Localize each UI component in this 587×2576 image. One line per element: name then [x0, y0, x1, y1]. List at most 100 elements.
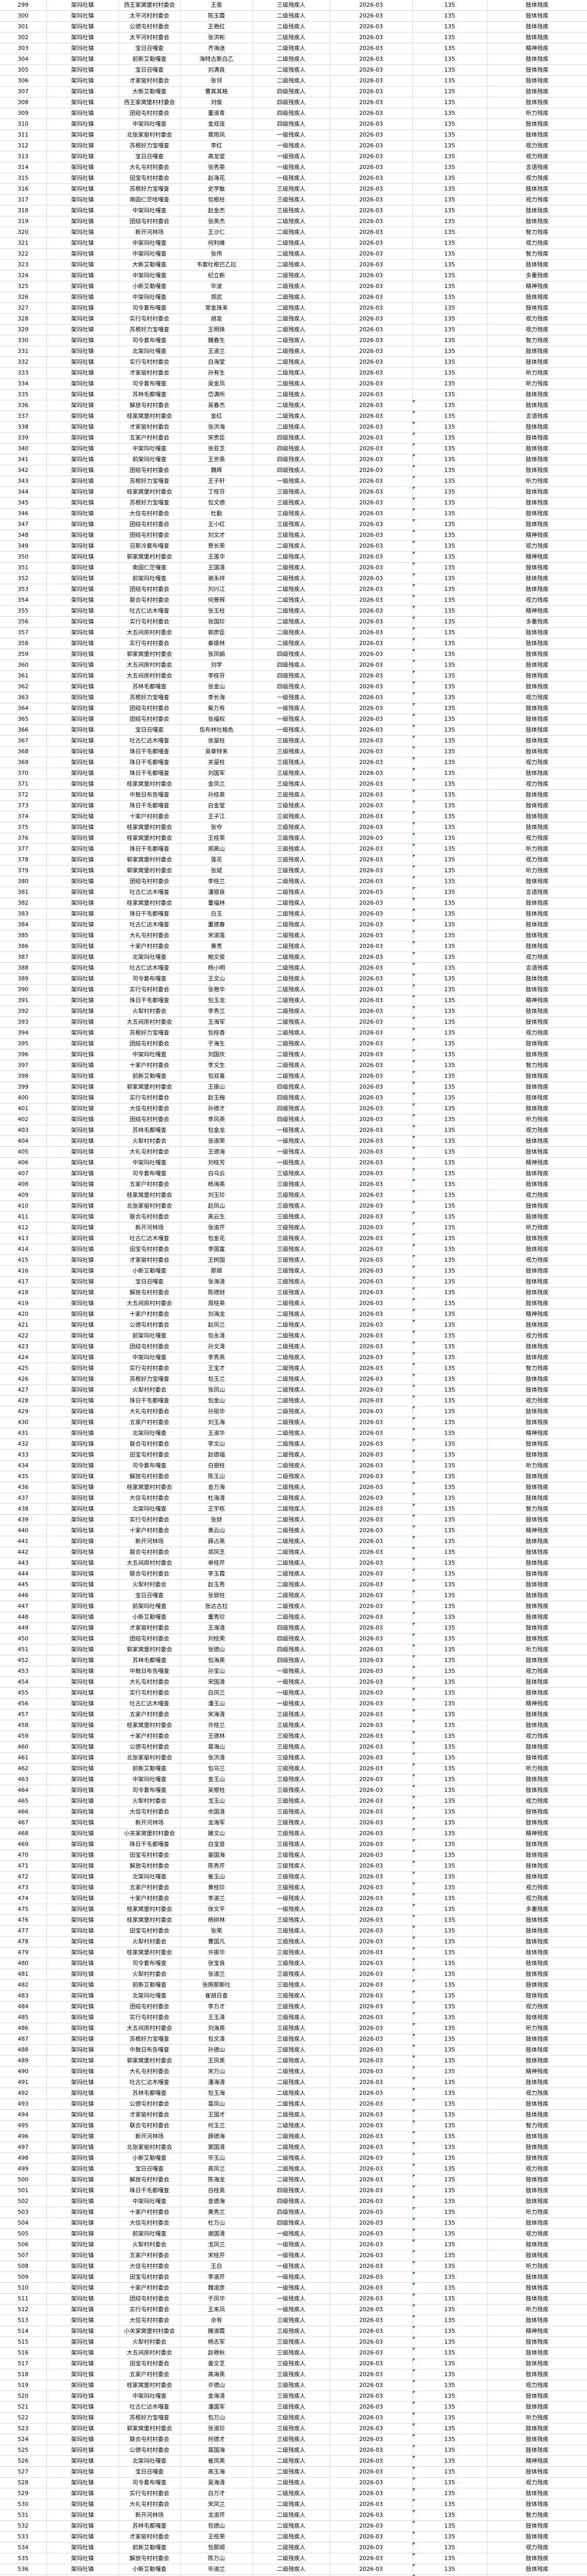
disability-type-cell[interactable]: 视力残疾: [487, 540, 587, 552]
issue-month-cell[interactable]: 2026-03: [330, 1936, 413, 1947]
township-cell[interactable]: 架玛吐镇: [46, 1222, 119, 1233]
table-row[interactable]: 423 架玛吐镇 团结屯村村委会 孙文清 二级残疾人 2026-03 135 肢体残疾: [0, 1341, 587, 1352]
issue-month-cell[interactable]: 2026-03: [330, 2553, 413, 2564]
person-name-cell[interactable]: 张洪彬: [180, 32, 253, 43]
row-index-cell[interactable]: 444: [0, 1568, 47, 1580]
table-row[interactable]: 465 架玛吐镇 火犁村村委会 戈玉山 三级残疾人 2026-03 135 视力残疾: [0, 1795, 587, 1807]
disability-level-cell[interactable]: 三级残疾人: [253, 1233, 330, 1244]
disability-type-cell[interactable]: 视力残疾: [487, 1330, 587, 1342]
village-committee-cell[interactable]: 吐古仁达木嘎查: [119, 962, 181, 974]
disability-level-cell[interactable]: 一级残疾人: [253, 1157, 330, 1168]
township-cell[interactable]: 架玛吐镇: [46, 1471, 119, 1482]
person-name-cell[interactable]: 王沙仁: [180, 227, 253, 238]
township-cell[interactable]: 架玛吐镇: [46, 1384, 119, 1396]
amount-cell[interactable]: 135: [412, 1817, 488, 1828]
township-cell[interactable]: 架玛吐镇: [46, 778, 119, 790]
amount-cell[interactable]: 135: [412, 2434, 488, 2445]
disability-type-cell[interactable]: 视力残疾: [487, 313, 587, 325]
issue-month-cell[interactable]: 2026-03: [330, 2033, 413, 2045]
township-cell[interactable]: 架玛吐镇: [46, 1666, 119, 1677]
township-cell[interactable]: 架玛吐镇: [46, 735, 119, 747]
disability-type-cell[interactable]: 精神残疾: [487, 281, 587, 292]
township-cell[interactable]: 架玛吐镇: [46, 2499, 119, 2510]
person-name-cell[interactable]: 张达古拉: [180, 1601, 253, 1612]
village-committee-cell[interactable]: 火犁村村委会: [119, 2336, 181, 2348]
village-committee-cell[interactable]: 司令套布嘎查: [119, 302, 181, 314]
table-row[interactable]: 385 架玛吐镇 大礼屯村村委会 宋淑莲 二级残疾人 2026-03 135 肢体残疾: [0, 930, 587, 941]
disability-type-cell[interactable]: 肢体残疾: [487, 519, 587, 530]
amount-cell[interactable]: 135: [412, 1027, 488, 1039]
person-name-cell[interactable]: 鲍文俊: [180, 952, 253, 963]
disability-level-cell[interactable]: 三级残疾人: [253, 1190, 330, 1201]
village-committee-cell[interactable]: 中架玛吐嘎查: [119, 1774, 181, 1785]
disability-level-cell[interactable]: 二级残疾人: [253, 10, 330, 22]
table-row[interactable]: 428 架玛吐镇 珠日干毛都嘎查 包金山 二级残疾人 2026-03 135 视力残疾: [0, 1395, 587, 1406]
table-row[interactable]: 418 架玛吐镇 解放屯村村委会 陈德财 三级残疾人 2026-03 135 肢体残疾: [0, 1287, 587, 1298]
row-index-cell[interactable]: 410: [0, 1200, 47, 1212]
disability-type-cell[interactable]: 智力残疾: [487, 335, 587, 346]
amount-cell[interactable]: 135: [412, 2326, 488, 2337]
table-row[interactable]: 334 架玛吐镇 司令套布嘎查 吴金凤 二级残疾人 2026-03 135 听力残疾: [0, 378, 587, 389]
disability-level-cell[interactable]: 二级残疾人: [253, 1060, 330, 1071]
row-index-cell[interactable]: 329: [0, 324, 47, 335]
disability-type-cell[interactable]: 听力残疾: [487, 865, 587, 876]
disability-level-cell[interactable]: 四级残疾人: [253, 1103, 330, 1114]
village-committee-cell[interactable]: 吐古仁达木嘎查: [119, 887, 181, 898]
issue-month-cell[interactable]: 2026-03: [330, 930, 413, 941]
table-row[interactable]: 510 架玛吐镇 十家户村村委会 魏淑彦 一级残疾人 2026-03 135 肢体残疾: [0, 2282, 587, 2294]
table-row[interactable]: 372 架玛吐镇 中敖日布告嘎查 孙桂英 三级残疾人 2026-03 135 肢体残疾: [0, 789, 587, 801]
village-committee-cell[interactable]: 新开河林场: [119, 2510, 181, 2521]
disability-type-cell[interactable]: 精神残疾: [487, 530, 587, 541]
amount-cell[interactable]: 135: [412, 1958, 488, 1969]
issue-month-cell[interactable]: 2026-03: [330, 1244, 413, 1255]
village-committee-cell[interactable]: 中架玛吐嘎查: [119, 292, 181, 303]
disability-level-cell[interactable]: 三级残疾人: [253, 1774, 330, 1785]
disability-level-cell[interactable]: 三级残疾人: [253, 1860, 330, 1872]
village-committee-cell[interactable]: 北张家窑村村委会: [119, 1752, 181, 1764]
village-committee-cell[interactable]: 实行屯村村委会: [119, 638, 181, 649]
disability-type-cell[interactable]: 听力残疾: [487, 2304, 587, 2315]
row-index-cell[interactable]: 312: [0, 140, 47, 151]
amount-cell[interactable]: 135: [412, 367, 488, 379]
village-committee-cell[interactable]: 郭家窝堡村村委会: [119, 649, 181, 660]
disability-level-cell[interactable]: 二级残疾人: [253, 595, 330, 606]
disability-type-cell[interactable]: 肢体残疾: [487, 2369, 587, 2380]
disability-type-cell[interactable]: 肢体残疾: [487, 2488, 587, 2499]
disability-type-cell[interactable]: 肢体残疾: [487, 984, 587, 995]
table-row[interactable]: 489 架玛吐镇 郭家窝堡村村委会 王凤英 二级残疾人 2026-03 135 肢体残疾: [0, 2055, 587, 2066]
township-cell[interactable]: 架玛吐镇: [46, 205, 119, 216]
table-row[interactable]: 466 架玛吐镇 大信屯村村委会 佘国清 三级残疾人 2026-03 135 肢体残疾: [0, 1806, 587, 1818]
amount-cell[interactable]: 135: [412, 930, 488, 941]
disability-level-cell[interactable]: 二级残疾人: [253, 270, 330, 281]
village-committee-cell[interactable]: 宝日召嘎查: [119, 2466, 181, 2478]
row-index-cell[interactable]: 441: [0, 1536, 47, 1547]
amount-cell[interactable]: 135: [412, 800, 488, 811]
township-cell[interactable]: 架玛吐镇: [46, 476, 119, 487]
village-committee-cell[interactable]: 珠日干毛都嘎查: [119, 1395, 181, 1406]
village-committee-cell[interactable]: 才家窑村村委会: [119, 1622, 181, 1634]
row-index-cell[interactable]: 360: [0, 659, 47, 671]
disability-type-cell[interactable]: 肢体残疾: [487, 681, 587, 692]
disability-type-cell[interactable]: 多重残疾: [487, 1904, 587, 1915]
township-cell[interactable]: 架玛吐镇: [46, 1428, 119, 1439]
disability-type-cell[interactable]: 精神残疾: [487, 2455, 587, 2467]
disability-level-cell[interactable]: 二级残疾人: [253, 367, 330, 379]
disability-type-cell[interactable]: 肢体残疾: [487, 2531, 587, 2543]
issue-month-cell[interactable]: 2026-03: [330, 854, 413, 866]
issue-month-cell[interactable]: 2026-03: [330, 1049, 413, 1060]
issue-month-cell[interactable]: 2026-03: [330, 1471, 413, 1482]
township-cell[interactable]: 架玛吐镇: [46, 1081, 119, 1093]
person-name-cell[interactable]: 刘玉珍: [180, 1190, 253, 1201]
disability-type-cell[interactable]: 肢体残疾: [487, 1103, 587, 1114]
amount-cell[interactable]: 135: [412, 1698, 488, 1709]
issue-month-cell[interactable]: 2026-03: [330, 1006, 413, 1017]
issue-month-cell[interactable]: 2026-03: [330, 2499, 413, 2510]
issue-month-cell[interactable]: 2026-03: [330, 2488, 413, 2499]
disability-type-cell[interactable]: 视力残疾: [487, 1255, 587, 1266]
disability-type-cell[interactable]: 视力残疾: [487, 2542, 587, 2553]
village-committee-cell[interactable]: 火犁村村委会: [119, 1579, 181, 1590]
disability-type-cell[interactable]: 视力残疾: [487, 1882, 587, 1893]
disability-level-cell[interactable]: 三级残疾人: [253, 1839, 330, 1850]
person-name-cell[interactable]: 金德海: [180, 2196, 253, 2207]
